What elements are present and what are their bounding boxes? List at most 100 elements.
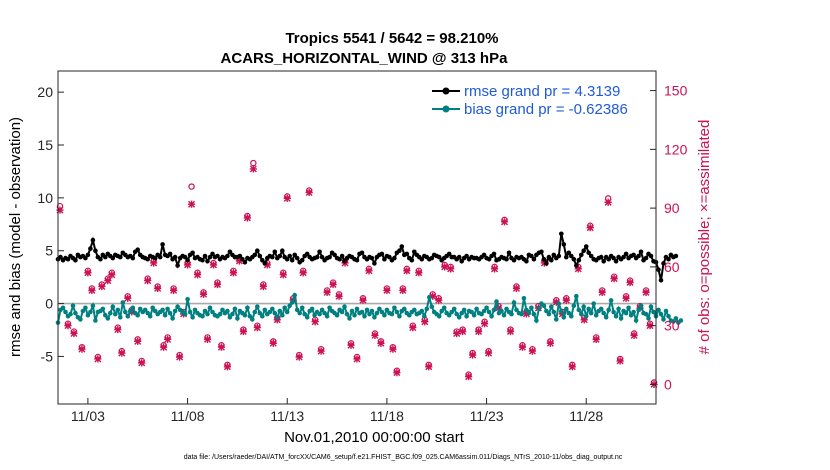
bias-point — [245, 305, 250, 311]
obs-assimilated-point — [323, 288, 331, 296]
y-right-tick-label: 90 — [664, 200, 680, 216]
rmse-point — [210, 251, 215, 257]
bias-point — [583, 314, 589, 319]
bias-point — [205, 311, 210, 317]
bias-point — [324, 314, 330, 319]
rmse-point — [327, 254, 332, 260]
bias-point — [646, 316, 651, 321]
bias-point — [334, 312, 340, 318]
obs-assimilated-point — [283, 194, 291, 202]
rmse-point — [342, 259, 347, 264]
y-tick-label: 10 — [37, 190, 53, 206]
bias-point — [526, 310, 532, 316]
bias-point — [489, 314, 494, 319]
bias-point — [556, 301, 562, 306]
bias-point — [446, 312, 452, 318]
bias-point — [242, 312, 248, 318]
rmse-point — [459, 259, 465, 264]
rmse-point — [110, 255, 116, 261]
bias-point — [509, 311, 514, 317]
bias-point — [260, 314, 265, 319]
bias-point — [631, 309, 636, 315]
obs-assimilated-point — [365, 267, 373, 275]
bias-point — [73, 310, 78, 316]
rmse-point — [83, 255, 88, 261]
obs-assimilated-point — [170, 286, 178, 294]
rmse-point — [190, 250, 195, 256]
bias-point — [389, 311, 395, 317]
bias-point — [441, 305, 447, 311]
rmse-point — [73, 257, 78, 263]
legend: rmse grand pr = 4.3139 bias grand pr = -… — [432, 83, 628, 118]
rmse-point — [167, 251, 173, 257]
obs-assimilated-point — [154, 284, 162, 293]
plot-frame — [57, 70, 657, 405]
obs-assimilated-point — [203, 335, 212, 343]
bias-point — [152, 308, 158, 314]
rmse-point — [294, 255, 300, 261]
rmse-point — [551, 252, 557, 258]
bias-point — [546, 311, 552, 317]
bias-point — [297, 310, 303, 316]
rmse-point — [601, 259, 606, 264]
obs-assimilated-point — [562, 296, 570, 304]
obs-assimilated-point — [118, 349, 126, 357]
bias-point — [354, 306, 360, 312]
bias-point — [118, 315, 123, 320]
rmse-point — [160, 242, 165, 247]
bias-point — [225, 308, 230, 314]
bias-point — [207, 305, 213, 311]
bias-point — [272, 310, 278, 316]
chart-title: Tropics 5541 / 5642 = 98.210% — [285, 30, 498, 47]
obs-assimilated-point — [522, 310, 531, 318]
bias-point — [70, 303, 76, 309]
footnote: data file: /Users/raeder/DAI/ATM_forcXX/… — [184, 454, 623, 461]
obs-assimilated-point — [70, 329, 78, 338]
bias-point — [252, 309, 258, 315]
bias-point — [514, 307, 519, 313]
bias-point — [651, 309, 656, 315]
rmse-point — [559, 231, 564, 237]
rmse-point — [314, 254, 320, 260]
obs-assimilated-point — [213, 280, 222, 289]
bias-point — [459, 310, 465, 316]
bias-point — [571, 303, 577, 309]
bias-point — [519, 311, 524, 317]
bias-point — [200, 314, 205, 319]
bias-point — [247, 314, 253, 319]
obs-assimilated-point — [104, 276, 112, 285]
obs-assimilated-point — [98, 282, 106, 291]
bias-point — [299, 305, 305, 311]
rmse-point — [58, 254, 63, 260]
bias-point — [511, 300, 517, 305]
obs-assimilated-point — [490, 265, 499, 273]
obs-assimilated-point — [377, 339, 385, 347]
bias-point — [342, 304, 347, 310]
obs-assimilated-point — [552, 298, 560, 306]
obs-assimilated-point — [409, 324, 417, 332]
bias-point — [312, 312, 317, 318]
obs-assimilated-point — [253, 324, 261, 332]
rmse-point — [387, 254, 392, 260]
rmse-point — [317, 249, 322, 255]
rmse-point — [257, 253, 263, 259]
bias-point — [172, 308, 178, 314]
bias-point — [123, 309, 128, 315]
rmse-point — [240, 256, 245, 262]
y-right-tick-label: 0 — [664, 376, 672, 392]
bias-point — [63, 309, 68, 315]
rmse-point — [272, 249, 278, 255]
obs-assimilated-point — [453, 329, 461, 338]
bias-point — [429, 304, 435, 310]
rmse-point — [546, 254, 552, 260]
bias-point — [456, 315, 462, 320]
rmse-point — [225, 253, 230, 259]
obs-assimilated-point — [263, 261, 271, 269]
bias-point — [648, 304, 654, 310]
axis-ticks: 11/03 11/08 11/13 11/18 11/23 11/28 -5 0 5 10 15 20… — [37, 83, 687, 424]
bias-point — [566, 310, 572, 316]
obs-assimilated-point — [435, 296, 443, 304]
bias-point — [606, 307, 611, 313]
bias-point — [319, 307, 325, 313]
obs-assimilated-point — [528, 347, 537, 355]
